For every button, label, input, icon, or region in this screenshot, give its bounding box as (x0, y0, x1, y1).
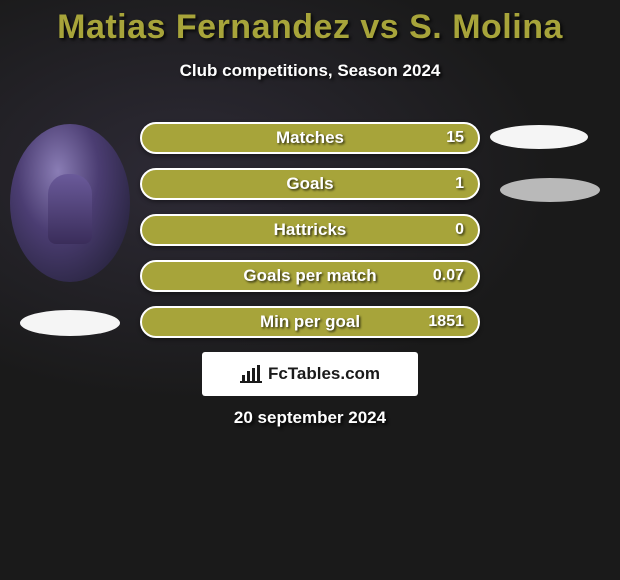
infographic-date: 20 september 2024 (0, 408, 620, 428)
comparison-subtitle: Club competitions, Season 2024 (0, 61, 620, 81)
content-area: Matias Fernandez vs S. Molina Club compe… (0, 0, 620, 81)
stat-bar-goals-per-match: Goals per match 0.07 (140, 260, 480, 292)
stat-value: 15 (446, 129, 464, 147)
comparison-title: Matias Fernandez vs S. Molina (0, 8, 620, 47)
stat-label: Hattricks (142, 220, 478, 240)
stat-bar-min-per-goal: Min per goal 1851 (140, 306, 480, 338)
fctables-logo-text: FcTables.com (268, 364, 380, 384)
stat-value: 0.07 (433, 267, 464, 285)
stats-bars: Matches 15 Goals 1 Hattricks 0 Goals per… (140, 122, 480, 352)
stat-value: 1 (455, 175, 464, 193)
player2-badge-pill-2 (500, 178, 600, 202)
stat-label: Goals per match (142, 266, 478, 286)
stat-bar-matches: Matches 15 (140, 122, 480, 154)
stat-value: 1851 (428, 313, 464, 331)
stat-bar-goals: Goals 1 (140, 168, 480, 200)
player2-badge-pill-1 (490, 125, 588, 149)
fctables-logo-box: FcTables.com (202, 352, 418, 396)
stat-label: Matches (142, 128, 478, 148)
stat-value: 0 (455, 221, 464, 239)
stat-bar-hattricks: Hattricks 0 (140, 214, 480, 246)
player1-avatar (10, 124, 130, 282)
stat-label: Goals (142, 174, 478, 194)
player1-badge-pill (20, 310, 120, 336)
bar-chart-icon (240, 365, 262, 383)
